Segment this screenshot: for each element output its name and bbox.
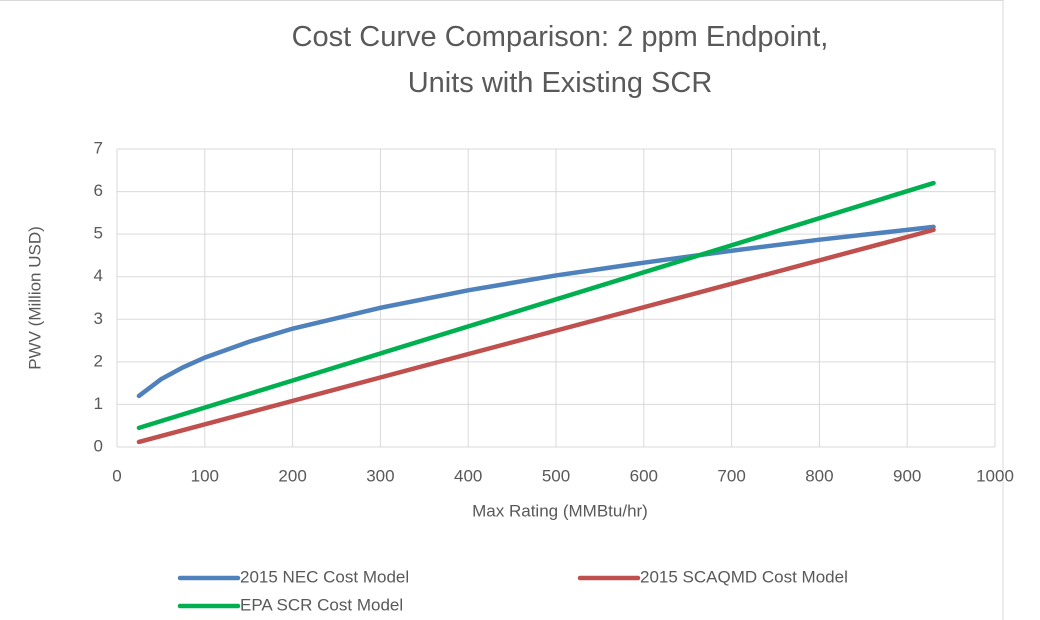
x-tick-label: 800 [805,466,833,485]
legend-label: 2015 SCAQMD Cost Model [640,567,848,586]
x-axis-label: Max Rating (MMBtu/hr) [472,501,648,520]
x-tick-label: 100 [191,466,219,485]
x-tick-label: 200 [278,466,306,485]
y-axis-label: PWV (Million USD) [25,226,44,370]
x-tick-label: 0 [112,466,121,485]
legend-label: EPA SCR Cost Model [240,595,403,614]
x-tick-label: 600 [630,466,658,485]
x-tick-label: 1000 [976,466,1014,485]
y-tick-label: 6 [94,181,103,200]
y-tick-label: 5 [94,224,103,243]
legend-label: 2015 NEC Cost Model [240,567,409,586]
x-tick-label: 400 [454,466,482,485]
series-line [136,227,936,445]
x-tick-label: 700 [717,466,745,485]
y-tick-label: 0 [94,436,103,455]
series-line [136,180,936,431]
y-tick-label: 2 [94,351,103,370]
y-tick-label: 1 [94,394,103,413]
y-tick-label: 4 [94,266,103,285]
x-tick-label: 900 [893,466,921,485]
chart-title: Cost Curve Comparison: 2 ppm Endpoint, U… [291,21,829,99]
y-tick-label: 7 [94,138,103,157]
x-tick-label: 300 [366,466,394,485]
x-tick-label: 500 [542,466,570,485]
y-tick-label: 3 [94,309,103,328]
series-line [136,224,936,399]
